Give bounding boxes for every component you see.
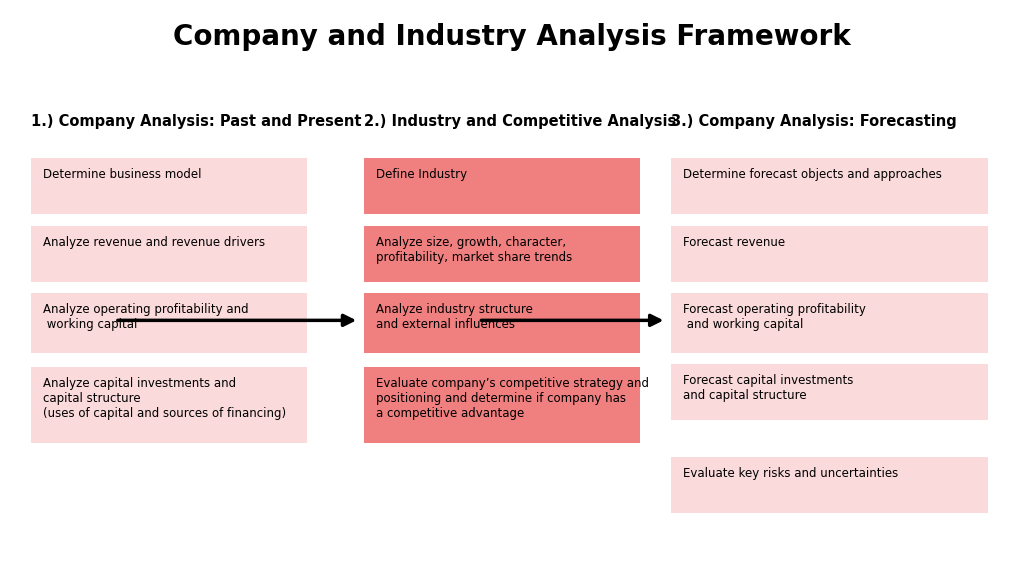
FancyBboxPatch shape — [31, 367, 307, 443]
Text: 3.) Company Analysis: Forecasting: 3.) Company Analysis: Forecasting — [671, 114, 956, 129]
FancyBboxPatch shape — [31, 158, 307, 214]
Text: 2.) Industry and Competitive Analysis: 2.) Industry and Competitive Analysis — [364, 114, 676, 129]
Text: Analyze size, growth, character,
profitability, market share trends: Analyze size, growth, character, profita… — [376, 236, 572, 264]
Text: Analyze operating profitability and
 working capital: Analyze operating profitability and work… — [43, 303, 249, 332]
Text: Determine forecast objects and approaches: Determine forecast objects and approache… — [683, 168, 942, 181]
Text: Determine business model: Determine business model — [43, 168, 202, 181]
Text: Forecast capital investments
and capital structure: Forecast capital investments and capital… — [683, 374, 853, 402]
FancyBboxPatch shape — [31, 226, 307, 282]
Text: Forecast operating profitability
 and working capital: Forecast operating profitability and wor… — [683, 303, 866, 332]
FancyBboxPatch shape — [364, 158, 640, 214]
FancyBboxPatch shape — [31, 293, 307, 352]
FancyBboxPatch shape — [364, 367, 640, 443]
Text: Evaluate key risks and uncertainties: Evaluate key risks and uncertainties — [683, 467, 898, 480]
FancyBboxPatch shape — [671, 457, 988, 513]
FancyBboxPatch shape — [671, 226, 988, 282]
Text: Analyze capital investments and
capital structure
(uses of capital and sources o: Analyze capital investments and capital … — [43, 377, 286, 420]
FancyBboxPatch shape — [671, 364, 988, 420]
FancyBboxPatch shape — [671, 158, 988, 214]
Text: Evaluate company’s competitive strategy and
positioning and determine if company: Evaluate company’s competitive strategy … — [376, 377, 649, 420]
FancyBboxPatch shape — [364, 226, 640, 282]
Text: Forecast revenue: Forecast revenue — [683, 236, 785, 249]
Text: Analyze revenue and revenue drivers: Analyze revenue and revenue drivers — [43, 236, 265, 249]
FancyBboxPatch shape — [671, 293, 988, 352]
Text: 1.) Company Analysis: Past and Present: 1.) Company Analysis: Past and Present — [31, 114, 361, 129]
FancyBboxPatch shape — [364, 293, 640, 352]
Text: Company and Industry Analysis Framework: Company and Industry Analysis Framework — [173, 23, 851, 51]
Text: Define Industry: Define Industry — [376, 168, 467, 181]
Text: Analyze industry structure
and external influences: Analyze industry structure and external … — [376, 303, 532, 332]
